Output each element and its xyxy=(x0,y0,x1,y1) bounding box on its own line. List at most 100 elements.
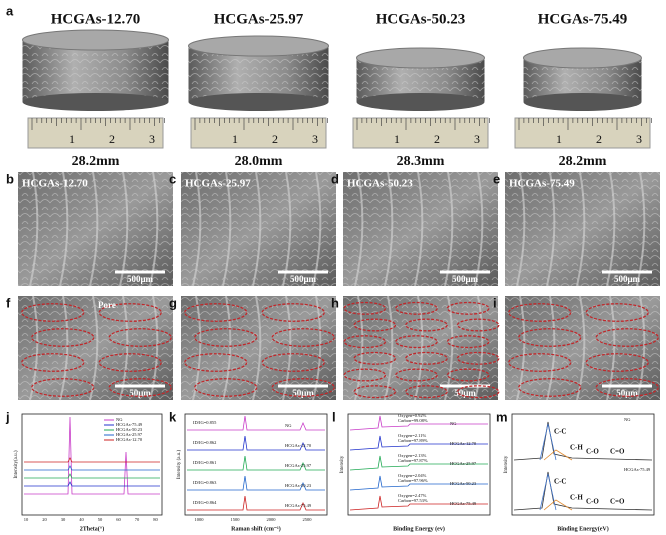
pore-outline xyxy=(395,368,438,382)
x-tick-label: 60 xyxy=(116,517,121,522)
ratio-label: ID/IG=0.864 xyxy=(193,500,217,505)
composition: Carbon=97.96% xyxy=(398,478,428,483)
sem-caption: HCGAs-75.49 xyxy=(509,178,575,190)
legend-label: HCGAs-12.70 xyxy=(116,437,143,442)
ruler-number: 1 xyxy=(394,132,400,146)
legend-label: HCGAs-75.49 xyxy=(116,422,143,427)
pore-outline xyxy=(405,385,448,399)
sem-ridge xyxy=(444,171,454,287)
spectrum xyxy=(187,495,325,511)
spectrum xyxy=(24,481,160,487)
sem-ridge xyxy=(546,171,556,287)
sem-ridge xyxy=(119,171,129,287)
sem-caption: HCGAs-25.97 xyxy=(185,178,251,190)
spectrum xyxy=(349,475,488,491)
sem-ridge xyxy=(312,171,322,287)
aerogel-bottom xyxy=(188,93,329,111)
x-tick-label: 20 xyxy=(42,517,47,522)
spectrum xyxy=(543,499,573,511)
sem-caption: HCGAs-50.23 xyxy=(347,178,413,190)
aerogel-top xyxy=(356,47,485,69)
sample-name: HCGAs-75.49 xyxy=(538,11,628,27)
sem-ridge xyxy=(384,171,394,287)
pore-outline xyxy=(31,328,95,347)
pore-outline xyxy=(31,378,95,397)
pore-outline xyxy=(446,368,490,382)
panel-label: l xyxy=(332,409,336,424)
legend-label: HCGAs-25.97 xyxy=(116,432,143,437)
spectrum xyxy=(543,449,573,461)
sem-ridge xyxy=(312,295,322,401)
sem-ridge xyxy=(384,295,394,401)
spectrum xyxy=(24,416,160,495)
scale-bar-text: 500μm xyxy=(452,274,479,284)
peak-label: C-O xyxy=(586,498,599,506)
x-tick-label: 30 xyxy=(61,517,66,522)
ruler-number: 2 xyxy=(434,132,440,146)
sample-label: HCGAs-50.23 xyxy=(450,481,477,486)
sem-ridge xyxy=(252,295,262,401)
pore-outline xyxy=(456,385,500,399)
diameter: 28.2mm xyxy=(559,154,607,169)
peak-label: C-O xyxy=(586,448,599,456)
pore-outline xyxy=(271,328,335,347)
spectrum xyxy=(349,415,488,431)
panel-label: e xyxy=(493,171,500,186)
pore-outline xyxy=(343,301,387,315)
ruler-number: 1 xyxy=(232,132,238,146)
panel-label: g xyxy=(169,295,177,310)
ruler-number: 3 xyxy=(474,132,480,146)
pore-outline xyxy=(184,303,248,322)
pore-outline xyxy=(108,328,172,347)
spectrum xyxy=(187,475,325,491)
diameter: 28.3mm xyxy=(397,154,445,169)
spectrum xyxy=(187,415,325,431)
sample-label: HCGAs-50.23 xyxy=(285,483,312,488)
scale-bar-text: 50μm xyxy=(454,388,476,398)
x-tick-label: 40 xyxy=(79,517,84,522)
ruler-number: 2 xyxy=(272,132,278,146)
y-axis-label: Intensity (a.u.) xyxy=(177,450,182,480)
sample-label: NG xyxy=(450,421,457,426)
pore-outline xyxy=(21,353,85,372)
pore-outline xyxy=(456,318,500,332)
pore-outline xyxy=(508,303,572,322)
pore-outline xyxy=(446,301,490,315)
sem-ridge xyxy=(222,295,232,401)
pore-outline xyxy=(194,328,258,347)
x-tick-label: 1500 xyxy=(231,517,241,522)
pore-outline xyxy=(343,335,387,349)
composition: Carbon=97.87% xyxy=(398,458,428,463)
ruler-number: 3 xyxy=(312,132,318,146)
spectrum xyxy=(187,455,325,471)
composition: Carbon=97.53% xyxy=(398,498,428,503)
ruler-number: 2 xyxy=(596,132,602,146)
peak-label: C-C xyxy=(554,478,566,486)
scale-bar-text: 50μm xyxy=(129,388,151,398)
pore-outline xyxy=(518,378,582,397)
sem-ridge xyxy=(444,295,454,401)
diameter: 28.0mm xyxy=(235,154,283,169)
x-tick-label: 10 xyxy=(24,517,29,522)
y-axis-label: Intensity xyxy=(340,455,345,473)
y-axis-label: Intensity(a.u.) xyxy=(14,450,19,478)
ratio-label: ID/IG=0.863 xyxy=(193,480,217,485)
panel-label: m xyxy=(496,409,508,424)
aerogel-bottom xyxy=(356,93,485,111)
composition: Carbon=97.89% xyxy=(398,438,428,443)
spectrum xyxy=(349,435,488,451)
legend-label: NG xyxy=(116,417,123,422)
sample-label: NG xyxy=(285,423,292,428)
sample-name: HCGAs-12.70 xyxy=(51,11,141,27)
spectrum xyxy=(539,473,557,511)
pore-outline xyxy=(405,318,448,332)
sem-ridge xyxy=(252,171,262,287)
sem-ridge xyxy=(149,171,159,287)
sem-caption: HCGAs-12.70 xyxy=(22,178,88,190)
plot-frame xyxy=(511,413,655,516)
scale-bar-text: 500μm xyxy=(614,274,641,284)
panel-label: i xyxy=(493,295,497,310)
spectrum xyxy=(513,471,653,511)
x-tick-label: 1000 xyxy=(195,517,205,522)
